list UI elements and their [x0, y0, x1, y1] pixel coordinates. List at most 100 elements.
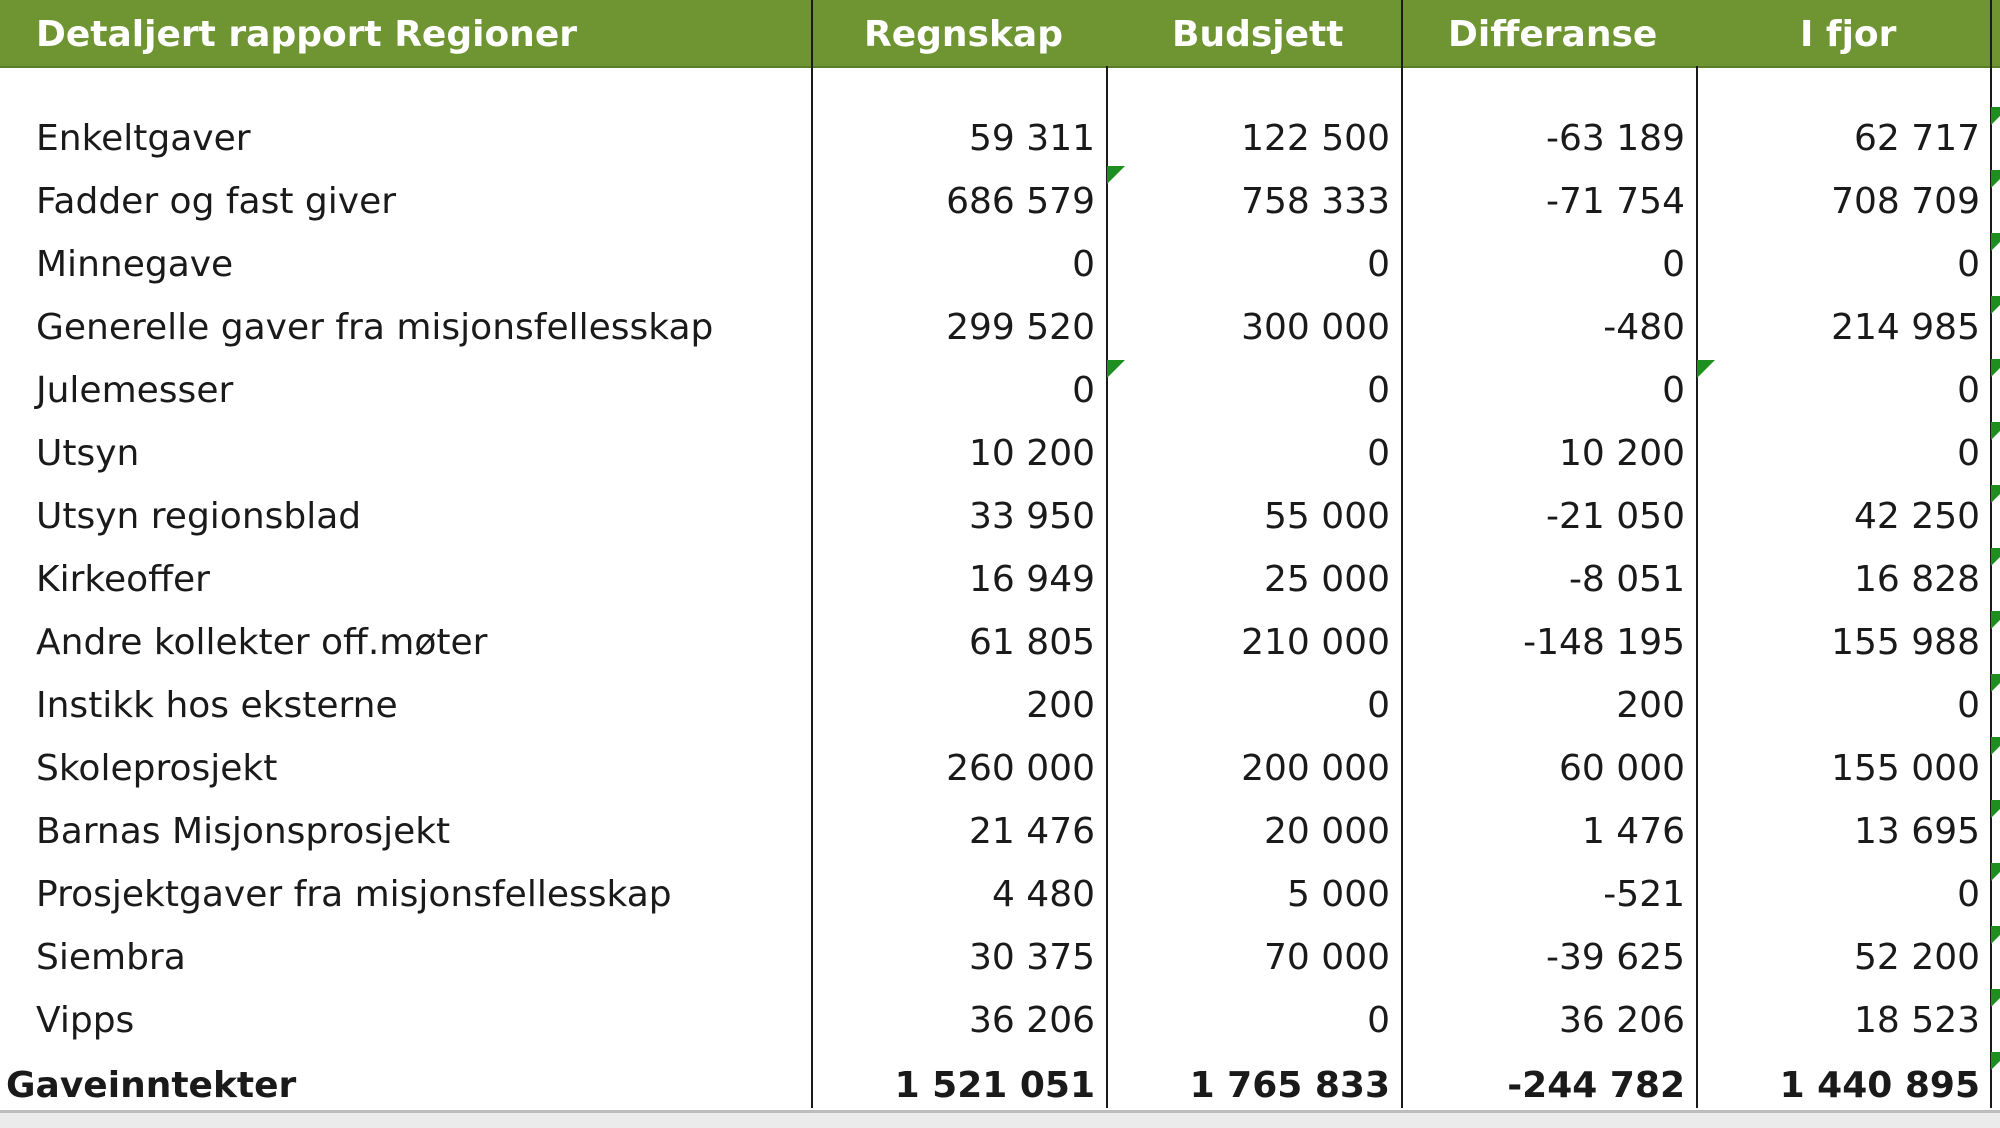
- table-row: Instikk hos eksterne 200 0 200 0: [0, 674, 2000, 737]
- cell-ifjor: 0: [1957, 874, 1980, 915]
- cell-differanse: 60 000: [1559, 748, 1685, 789]
- cell-regnskap: 10 200: [969, 433, 1095, 474]
- column-divider: [811, 0, 813, 1108]
- cell-regnskap: 33 950: [969, 496, 1095, 537]
- cell-differanse: -8 051: [1568, 559, 1685, 600]
- cell-budsjett: 210 000: [1241, 622, 1390, 663]
- cell-regnskap: 21 476: [969, 811, 1095, 852]
- table-row: Skoleprosjekt 260 000 200 000 60 000 155 000: [0, 737, 2000, 800]
- comment-indicator-icon[interactable]: [1991, 800, 2000, 818]
- table-row: Kirkeoffer 16 949 25 000 -8 051 16 828: [0, 548, 2000, 611]
- cell-ifjor: 155 000: [1831, 748, 1980, 789]
- table-row: Utsyn regionsblad 33 950 55 000 -21 050 42 2…: [0, 485, 2000, 548]
- table-row: Barnas Misjonsprosjekt 21 476 20 000 1 476 1…: [0, 800, 2000, 863]
- cell-budsjett: 122 500: [1241, 118, 1390, 159]
- table-row: Utsyn 10 200 0 10 200 0: [0, 422, 2000, 485]
- report-title: Detaljert rapport Regioner: [36, 14, 577, 55]
- cell-differanse: 0: [1662, 370, 1685, 411]
- table-row: Andre kollekter off.møter 61 805 210 000 -1…: [0, 611, 2000, 674]
- comment-indicator-icon[interactable]: [1991, 107, 2000, 125]
- cell-differanse: -480: [1603, 307, 1685, 348]
- cell-budsjett: 200 000: [1241, 748, 1390, 789]
- cell-ifjor: 62 717: [1854, 118, 1980, 159]
- column-divider: [1696, 66, 1698, 1108]
- cell-regnskap: 30 375: [969, 937, 1095, 978]
- row-label: Fadder og fast giver: [36, 181, 397, 222]
- row-label: Minnegave: [36, 244, 234, 285]
- cell-ifjor: 0: [1957, 685, 1980, 726]
- cell-regnskap: 36 206: [969, 1000, 1095, 1041]
- cell-budsjett: 5 000: [1286, 874, 1390, 915]
- comment-indicator-icon[interactable]: [1991, 737, 2000, 755]
- cell-budsjett: 70 000: [1264, 937, 1390, 978]
- cell-differanse: 200: [1616, 685, 1685, 726]
- total-label: Gaveinntekter: [6, 1065, 297, 1106]
- cell-differanse: 36 206: [1559, 1000, 1685, 1041]
- comment-indicator-icon[interactable]: [1991, 170, 2000, 188]
- cell-ifjor: 42 250: [1854, 496, 1980, 537]
- comment-indicator-icon[interactable]: [1991, 1052, 2000, 1070]
- cell-ifjor: 16 828: [1854, 559, 1980, 600]
- cell-differanse: -39 625: [1546, 937, 1685, 978]
- table-row: Siembra 30 375 70 000 -39 625 52 200: [0, 926, 2000, 989]
- table-row: Vipps 36 206 0 36 206 18 523: [0, 989, 2000, 1052]
- comment-indicator-icon[interactable]: [1991, 548, 2000, 566]
- cell-budsjett: 0: [1367, 1000, 1390, 1041]
- cell-differanse: -63 189: [1546, 118, 1685, 159]
- cell-regnskap: 200: [1026, 685, 1095, 726]
- column-header-budsjett: Budsjett: [1172, 14, 1344, 55]
- table-row: Minnegave 0 0 0 0: [0, 233, 2000, 296]
- comment-indicator-icon[interactable]: [1991, 422, 2000, 440]
- row-label: Enkeltgaver: [36, 118, 251, 159]
- row-label: Utsyn regionsblad: [36, 496, 362, 537]
- cell-budsjett: 0: [1367, 433, 1390, 474]
- row-label: Andre kollekter off.møter: [36, 622, 488, 663]
- cell-differanse: -71 754: [1546, 181, 1685, 222]
- total-budsjett: 1 765 833: [1189, 1065, 1390, 1106]
- cell-ifjor: 52 200: [1854, 937, 1980, 978]
- cell-ifjor: 0: [1957, 433, 1980, 474]
- table-row: Enkeltgaver 59 311 122 500 -63 189 62 717: [0, 107, 2000, 170]
- comment-indicator-icon[interactable]: [1991, 989, 2000, 1007]
- sheet-bottom-edge: [0, 1110, 2000, 1128]
- cell-budsjett: 300 000: [1241, 307, 1390, 348]
- cell-differanse: 0: [1662, 244, 1685, 285]
- comment-indicator-icon[interactable]: [1697, 360, 1715, 378]
- column-divider: [1106, 66, 1108, 1108]
- comment-indicator-icon[interactable]: [1991, 926, 2000, 944]
- comment-indicator-icon[interactable]: [1991, 296, 2000, 314]
- column-header-ifjor: I fjor: [1800, 14, 1897, 55]
- cell-budsjett: 25 000: [1264, 559, 1390, 600]
- row-label: Instikk hos eksterne: [36, 685, 398, 726]
- cell-budsjett: 0: [1367, 244, 1390, 285]
- comment-indicator-icon[interactable]: [1991, 233, 2000, 251]
- column-header-regnskap: Regnskap: [864, 14, 1063, 55]
- cell-differanse: -521: [1603, 874, 1685, 915]
- column-divider: [1401, 0, 1403, 1108]
- cell-differanse: -21 050: [1546, 496, 1685, 537]
- comment-indicator-icon[interactable]: [1991, 863, 2000, 881]
- cell-regnskap: 299 520: [946, 307, 1095, 348]
- cell-ifjor: 155 988: [1831, 622, 1980, 663]
- cell-ifjor: 0: [1957, 244, 1980, 285]
- comment-indicator-icon[interactable]: [1991, 611, 2000, 629]
- cell-regnskap: 16 949: [969, 559, 1095, 600]
- comment-indicator-icon[interactable]: [1107, 360, 1125, 378]
- cell-regnskap: 61 805: [969, 622, 1095, 663]
- table-row: Fadder og fast giver 686 579 758 333 -71 75…: [0, 170, 2000, 233]
- cell-ifjor: 214 985: [1831, 307, 1980, 348]
- comment-indicator-icon[interactable]: [1991, 674, 2000, 692]
- comment-indicator-icon[interactable]: [1991, 485, 2000, 503]
- cell-regnskap: 0: [1072, 370, 1095, 411]
- cell-ifjor: 18 523: [1854, 1000, 1980, 1041]
- cell-budsjett: 0: [1367, 370, 1390, 411]
- cell-ifjor: 13 695: [1854, 811, 1980, 852]
- cell-regnskap: 260 000: [946, 748, 1095, 789]
- total-regnskap: 1 521 051: [894, 1065, 1095, 1106]
- comment-indicator-icon[interactable]: [1107, 166, 1125, 184]
- cell-budsjett: 55 000: [1264, 496, 1390, 537]
- comment-indicator-icon[interactable]: [1991, 359, 2000, 377]
- header-row: Detaljert rapport Regioner Regnskap Buds…: [0, 0, 2000, 68]
- row-label: Skoleprosjekt: [36, 748, 278, 789]
